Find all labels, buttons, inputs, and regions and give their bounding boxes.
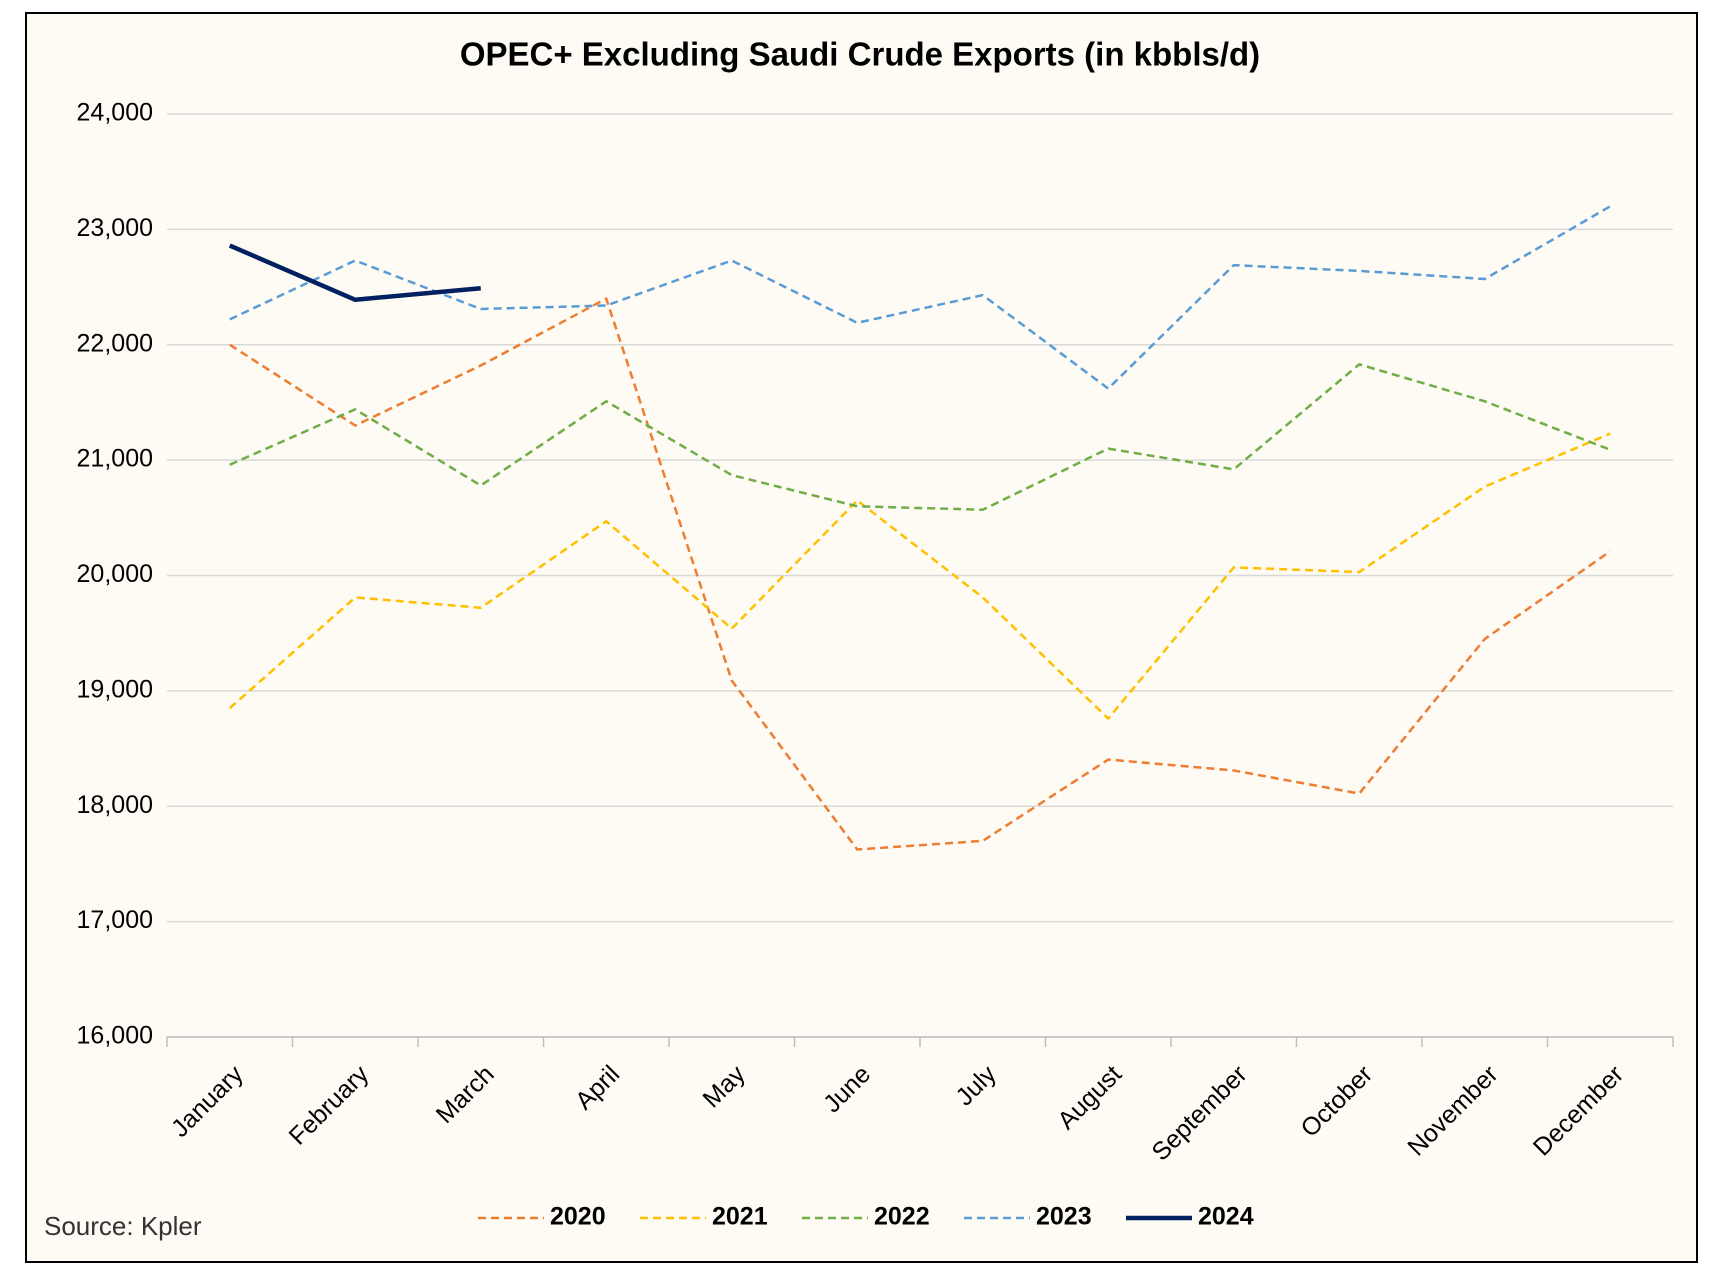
series-line	[228, 432, 1611, 720]
series-line	[228, 243, 481, 303]
chart-frame	[25, 12, 1698, 1263]
chart-title: OPEC+ Excluding Saudi Crude Exports (in …	[460, 36, 1260, 73]
legend-label: 2021	[712, 1203, 768, 1231]
series-line	[229, 297, 1611, 851]
series-line	[229, 205, 1611, 390]
legend-label: 2022	[874, 1203, 930, 1231]
y-tick-label: 23,000	[77, 214, 153, 242]
series-line	[229, 363, 1611, 511]
y-tick-label: 19,000	[77, 675, 153, 703]
legend-label: 2023	[1036, 1203, 1092, 1231]
y-tick-label: 22,000	[77, 329, 153, 357]
source-note: Source: Kpler	[44, 1211, 202, 1241]
y-tick-label: 20,000	[77, 560, 153, 588]
legend-label: 2020	[550, 1203, 606, 1231]
y-tick-label: 17,000	[77, 906, 153, 934]
y-tick-label: 16,000	[77, 1022, 153, 1050]
legend-label: 2024	[1198, 1203, 1254, 1231]
y-tick-label: 21,000	[77, 445, 153, 473]
y-tick-label: 18,000	[77, 791, 153, 819]
y-tick-label: 24,000	[77, 99, 153, 127]
